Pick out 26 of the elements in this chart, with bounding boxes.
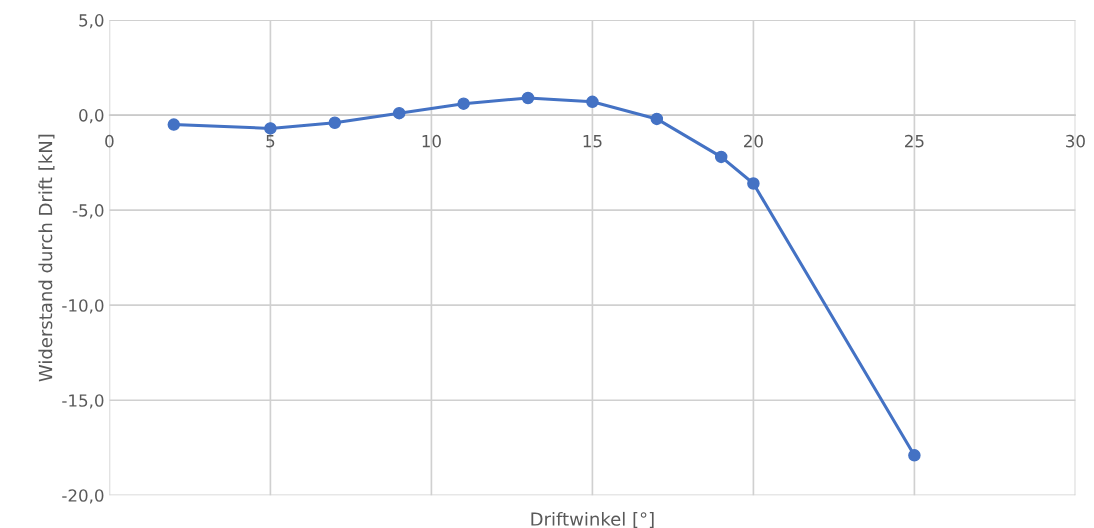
y-tick-label: -10,0 xyxy=(62,299,104,314)
y-tick-label: -15,0 xyxy=(62,394,104,409)
point xyxy=(650,112,664,126)
point xyxy=(457,97,470,110)
point xyxy=(521,91,535,105)
point xyxy=(392,106,406,120)
y-axis-title: Widerstand durch Drift [kN] xyxy=(38,134,55,382)
point xyxy=(167,118,181,131)
point xyxy=(328,116,342,129)
point xyxy=(586,95,599,109)
x-tick-label: 0 xyxy=(105,134,114,148)
x-tick-label: 25 xyxy=(905,134,924,148)
point xyxy=(714,150,728,164)
x-axis-title: Driftwinkel [°] xyxy=(531,511,654,528)
y-tick-label: 5,0 xyxy=(79,14,104,29)
x-tick-label: 30 xyxy=(1066,134,1085,148)
x-tick-label: 10 xyxy=(422,134,441,148)
y-tick-label: 0,0 xyxy=(79,109,104,124)
y-tick-label: -5,0 xyxy=(72,204,104,219)
y-tick-label: -20,0 xyxy=(62,489,104,504)
x-tick-label: 5 xyxy=(266,135,275,148)
point xyxy=(908,449,921,462)
x-tick-label: 20 xyxy=(744,134,763,148)
point xyxy=(264,122,277,135)
x-tick-label: 15 xyxy=(583,135,602,148)
point xyxy=(747,177,760,190)
